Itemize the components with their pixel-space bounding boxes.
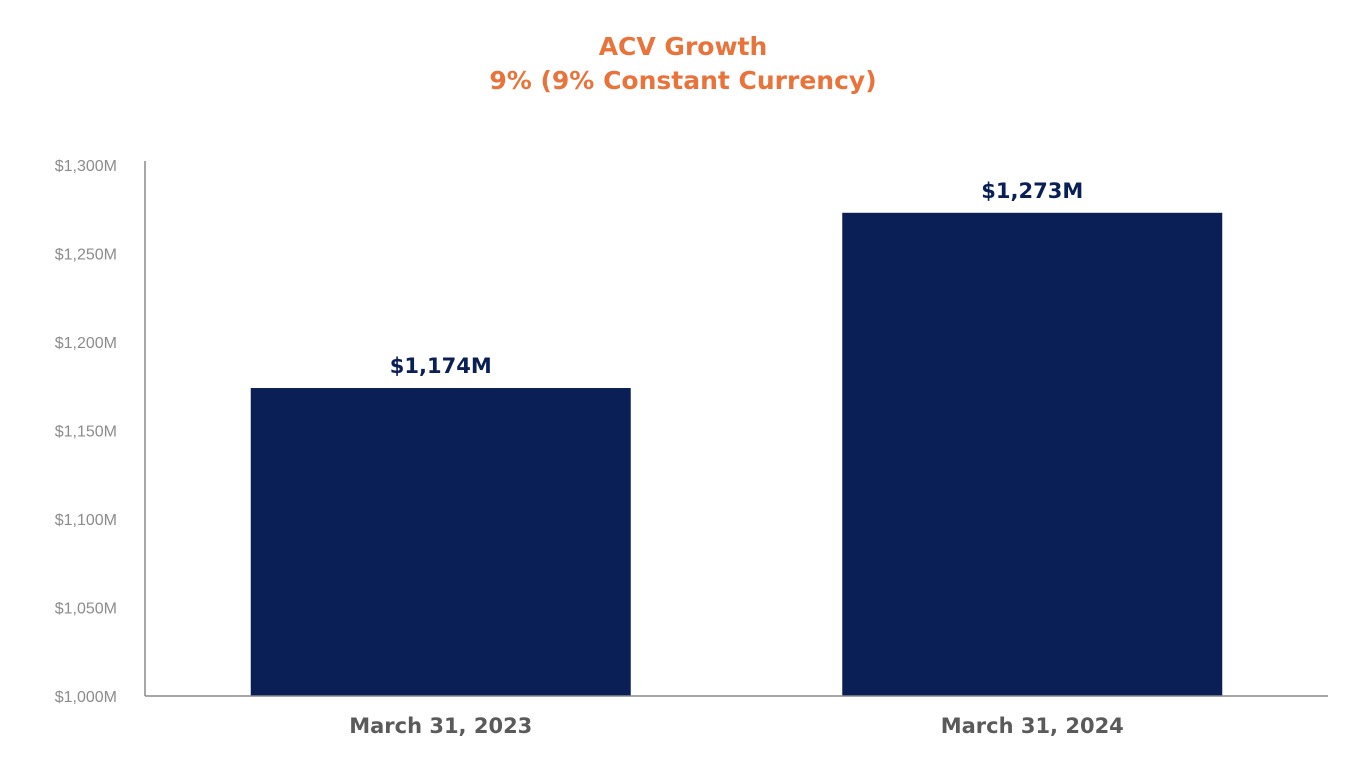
data-label: $1,174M [390, 354, 492, 378]
y-axis-ticks: $1,000M $1,050M $1,100M $1,150M $1,200M $1,25… [55, 158, 117, 706]
chart-title: ACV Growth [598, 32, 768, 61]
bar [250, 388, 631, 696]
y-tick-label: $1,300M [55, 158, 117, 175]
x-tick-label: March 31, 2023 [349, 714, 532, 738]
bar [842, 212, 1223, 697]
data-labels: $1,174M $1,273M [390, 179, 1083, 378]
y-tick-label: $1,100M [55, 512, 117, 529]
data-label: $1,273M [981, 179, 1083, 203]
y-tick-label: $1,000M [55, 689, 117, 706]
x-tick-label: March 31, 2024 [941, 714, 1124, 738]
y-tick-label: $1,200M [55, 335, 117, 352]
bar-series [250, 212, 1223, 697]
chart-subtitle: 9% (9% Constant Currency) [489, 66, 877, 95]
y-tick-label: $1,250M [55, 247, 117, 264]
y-tick-label: $1,050M [55, 601, 117, 618]
x-axis-ticks: March 31, 2023 March 31, 2024 [349, 714, 1124, 738]
y-tick-label: $1,150M [55, 424, 117, 441]
